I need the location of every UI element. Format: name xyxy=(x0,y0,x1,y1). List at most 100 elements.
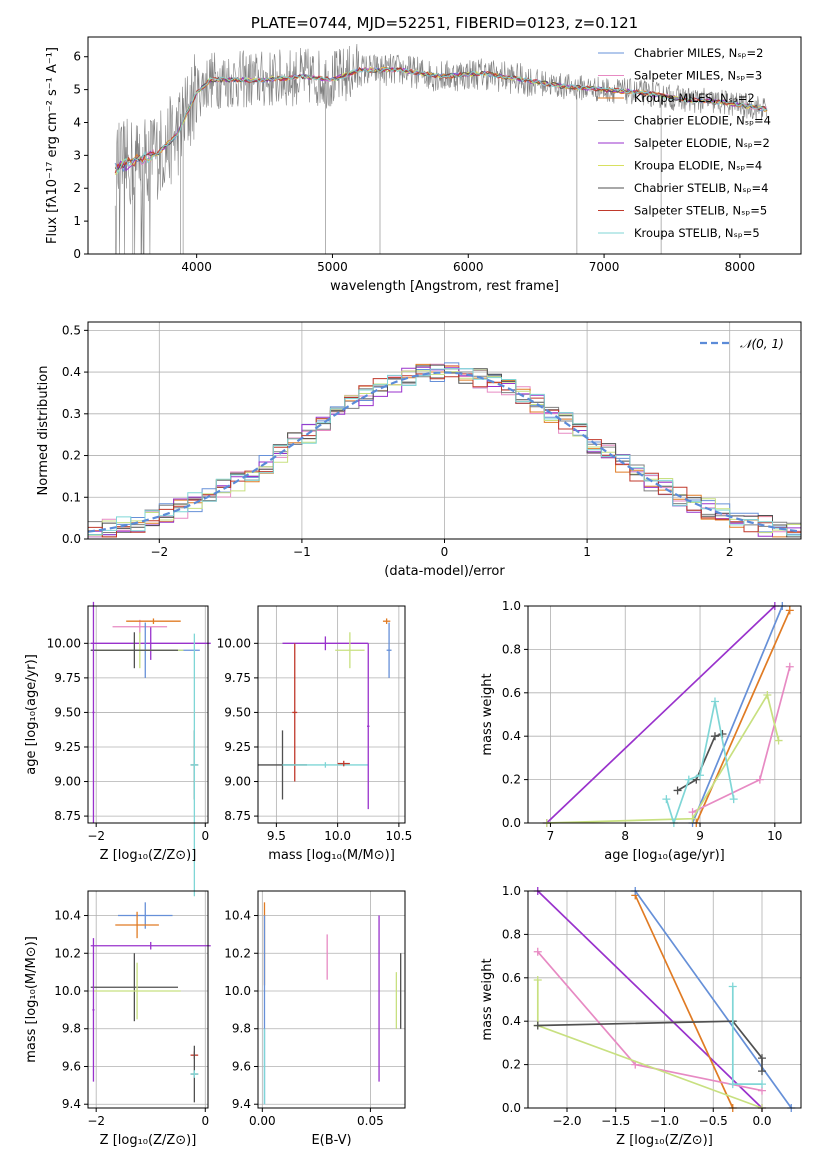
x-tick-label: −2 xyxy=(87,829,105,843)
weight-line xyxy=(665,701,735,826)
normal-curve xyxy=(88,371,801,533)
y-tick-label: 9.00 xyxy=(54,775,81,789)
weight-point-marker xyxy=(533,1021,542,1030)
weight-line xyxy=(634,890,792,1109)
x-axis-label: mass [log₁₀(M/M⊙)] xyxy=(268,848,395,863)
y-tick-label: 0.6 xyxy=(502,971,521,985)
x-tick-label: 9 xyxy=(696,829,704,843)
y-tick-label: 10.2 xyxy=(224,946,251,960)
x-tick-label: 5000 xyxy=(317,260,348,274)
weight-line xyxy=(546,605,776,824)
weight-point-marker xyxy=(774,736,783,745)
x-tick-label: −2 xyxy=(87,1114,105,1128)
y-tick-label: 1.0 xyxy=(502,884,521,898)
legend-label: Chabrier MILES, Nₛₚ=2 xyxy=(634,46,763,60)
weight-line xyxy=(731,986,762,1085)
weight-point-marker xyxy=(728,982,737,991)
y-tick-label: 6 xyxy=(73,50,81,64)
y-tick-label: 10.4 xyxy=(224,909,251,923)
y-tick-label: 10.0 xyxy=(54,984,81,998)
y-tick-label: 0.5 xyxy=(62,323,81,337)
legend-label: Kroupa ELODIE, Nₛₚ=4 xyxy=(634,159,762,173)
x-tick-label: 0.0 xyxy=(752,1114,771,1128)
y-tick-label: 0.3 xyxy=(62,407,81,421)
y-tick-label: 0.4 xyxy=(502,1014,521,1028)
x-axis-label: Z [log₁₀(Z/Z⊙)] xyxy=(100,1133,197,1148)
y-tick-label: 9.6 xyxy=(62,1059,81,1073)
x-tick-label: 0.00 xyxy=(249,1114,276,1128)
y-tick-label: 9.25 xyxy=(54,740,81,754)
y-tick-label: 0.1 xyxy=(62,490,81,504)
legend-label: Salpeter ELODIE, Nₛₚ=2 xyxy=(634,136,770,150)
y-tick-label: 0.0 xyxy=(502,1101,521,1115)
x-tick-label: 1 xyxy=(583,545,591,559)
x-tick-label: 7000 xyxy=(589,260,620,274)
weight-line xyxy=(546,692,780,824)
y-tick-label: 9.4 xyxy=(62,1097,81,1111)
y-tick-label: 9.4 xyxy=(232,1097,251,1111)
x-tick-label: 2 xyxy=(726,545,734,559)
x-tick-label: 4000 xyxy=(181,260,212,274)
weight-point-marker xyxy=(684,775,693,784)
x-tick-label: 7 xyxy=(547,829,555,843)
x-tick-label: 8000 xyxy=(725,260,756,274)
weight-point-marker xyxy=(710,732,719,741)
chart-title: PLATE=0744, MJD=52251, FIBERID=0123, z=0… xyxy=(251,14,638,32)
y-tick-label: 10.0 xyxy=(224,984,251,998)
x-tick-label: −1.5 xyxy=(601,1114,630,1128)
weight-point-marker xyxy=(533,947,542,956)
histogram-step xyxy=(88,373,801,538)
spectrum-lines xyxy=(114,43,768,254)
weight-point-marker xyxy=(728,1080,737,1089)
y-tick-label: 0.0 xyxy=(502,816,521,830)
y-tick-label: 9.8 xyxy=(62,1022,81,1036)
y-tick-label: 0.4 xyxy=(62,365,81,379)
y-tick-label: 10.00 xyxy=(47,636,81,650)
y-axis-label: mass weight xyxy=(480,673,495,755)
weight-point-marker xyxy=(755,775,764,784)
x-tick-label: 9.5 xyxy=(267,829,286,843)
y-tick-label: 0.8 xyxy=(502,642,521,656)
legend-label: Salpeter STELIB, Nₛₚ=5 xyxy=(634,204,767,218)
y-axis-label: Flux [fλ10⁻¹⁷ erg cm⁻² s⁻¹ A⁻¹] xyxy=(45,47,60,244)
x-tick-label: −2 xyxy=(150,545,168,559)
residuals-panel: −2 −1 0 1 2 0.0 0.1 0.2 0.3 0.4 0.5 (data-model)/er… xyxy=(36,321,802,579)
weight-point-marker xyxy=(710,697,719,706)
y-tick-label: 0.4 xyxy=(502,729,521,743)
plot-frame xyxy=(527,605,802,824)
mass-vs-EBV-panel: 0.00 0.05 9.4 9.6 9.8 10.0 10.2 10.4 E(B-V) xyxy=(224,890,406,1148)
age-vs-mass-panel: 9.5 10.0 10.5 8.75 9.00 9.25 9.50 9.75 10.00 mass… xyxy=(217,605,413,863)
weight-point-marker xyxy=(696,771,705,780)
x-tick-label: −0.5 xyxy=(699,1114,728,1128)
x-axis-label: Z [log₁₀(Z/Z⊙)] xyxy=(100,848,197,863)
y-tick-label: 0.0 xyxy=(62,532,81,546)
x-axis-label: Z [log₁₀(Z/Z⊙)] xyxy=(616,1133,713,1148)
weight-point-marker xyxy=(533,975,542,984)
y-tick-label: 9.8 xyxy=(232,1022,251,1036)
weight-line xyxy=(537,890,763,1109)
y-tick-label: 9.50 xyxy=(54,705,81,719)
weight-point-marker xyxy=(785,662,794,671)
x-tick-label: 0 xyxy=(201,1114,209,1128)
x-tick-label: 10.0 xyxy=(324,829,351,843)
weight-point-marker xyxy=(662,795,671,804)
weight-point-marker xyxy=(785,606,794,615)
legend-label: 𝒩(0, 1) xyxy=(740,337,784,351)
x-tick-label: 10.5 xyxy=(386,829,413,843)
y-tick-label: 8.75 xyxy=(224,809,251,823)
x-tick-label: 0 xyxy=(441,545,449,559)
y-tick-label: 1 xyxy=(73,214,81,228)
y-tick-label: 9.75 xyxy=(224,671,251,685)
y-tick-label: 0.2 xyxy=(502,773,521,787)
y-tick-label: 2 xyxy=(73,181,81,195)
y-axis-label: mass weight xyxy=(480,958,495,1040)
y-axis-label: Normed distribution xyxy=(36,366,51,496)
y-tick-label: 9.6 xyxy=(232,1059,251,1073)
x-tick-label: 0 xyxy=(201,829,209,843)
y-tick-label: 1.0 xyxy=(502,599,521,613)
weight-vs-Z-panel: −2.0 −1.5 −1.0 −0.5 0.0 0.0 0.2 0.4 0.6 0.8 1.0 Z [… xyxy=(480,884,802,1148)
x-tick-label: −2.0 xyxy=(552,1114,581,1128)
spectrum-panel: PLATE=0744, MJD=52251, FIBERID=0123, z=0… xyxy=(45,14,802,294)
legend-label: Kroupa STELIB, Nₛₚ=5 xyxy=(634,226,760,240)
